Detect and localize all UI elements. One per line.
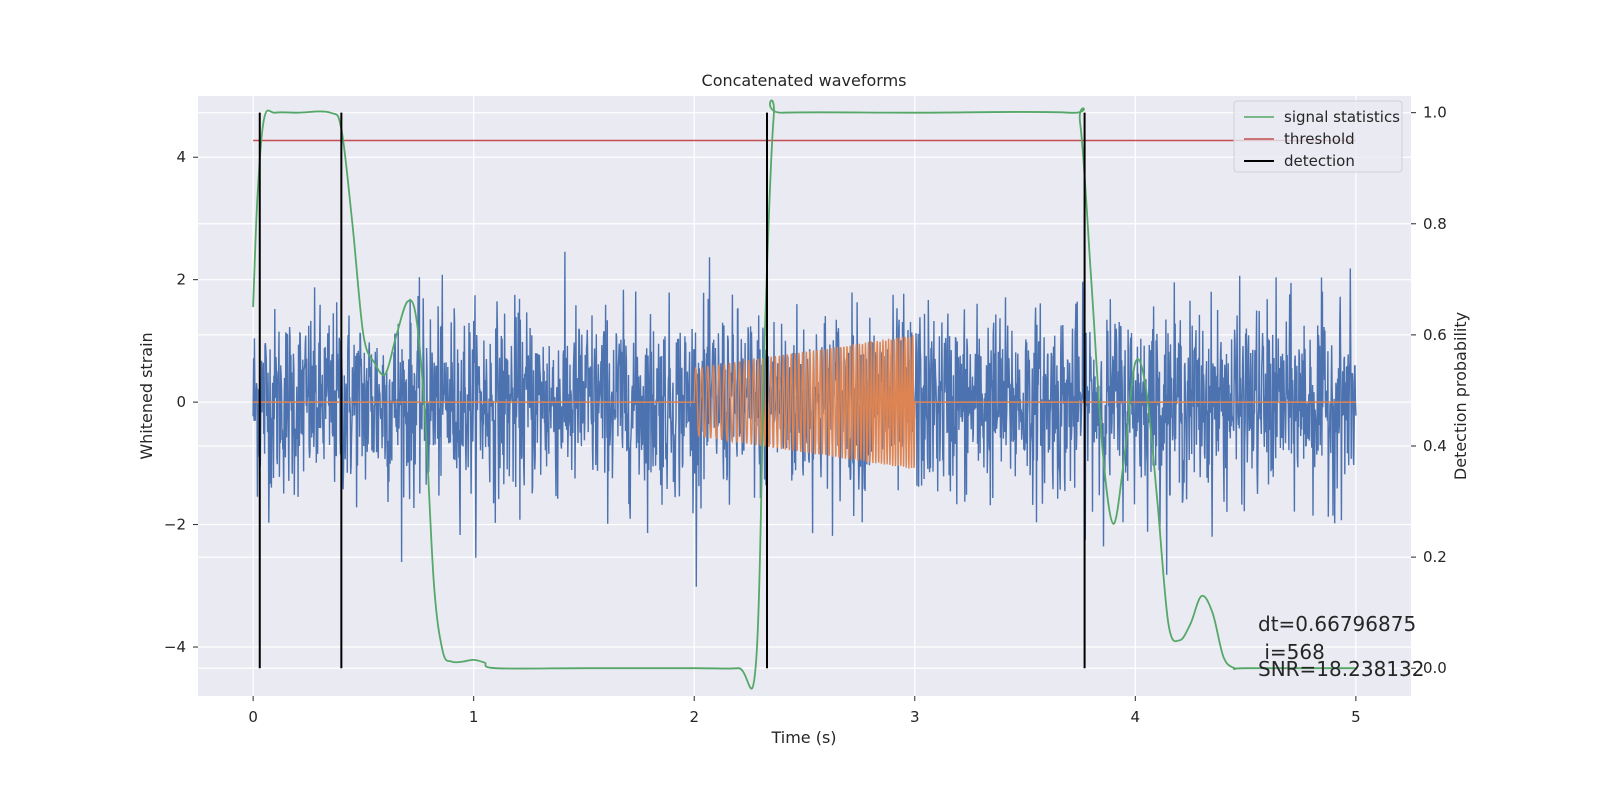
strain-line xyxy=(252,251,1357,587)
signal-statistics-line xyxy=(252,99,1356,690)
y-axis-title: Whitened strain xyxy=(137,332,156,459)
x-axis-title: Time (s) xyxy=(770,728,836,747)
annotation-dt: dt=0.66796875 xyxy=(1258,612,1416,636)
y-tick-label: −4 xyxy=(164,638,186,656)
y2-tick-label: 0.2 xyxy=(1423,548,1447,566)
x-tick-label: 2 xyxy=(689,708,699,726)
y-tick-label: 0 xyxy=(176,393,186,411)
y2-tick-label: 1.0 xyxy=(1423,104,1447,122)
detection-series xyxy=(258,112,1086,669)
x-axis: 0 1 2 3 4 5 xyxy=(248,696,1361,726)
template-series xyxy=(253,335,1356,469)
strain-series xyxy=(252,251,1357,587)
y-tick-label: 4 xyxy=(176,148,186,166)
annotation-snr: SNR=18.238132 xyxy=(1258,657,1424,681)
y2-tick-label: 0.6 xyxy=(1423,326,1447,344)
x-tick-label: 0 xyxy=(248,708,258,726)
y2-tick-label: 0.4 xyxy=(1423,437,1447,455)
y-tick-label: 2 xyxy=(176,271,186,289)
legend-label-signal-statistics: signal statistics xyxy=(1284,108,1400,126)
grid xyxy=(198,96,1411,696)
legend-label-threshold: threshold xyxy=(1284,130,1355,148)
y2-axis-title: Detection probability xyxy=(1451,312,1470,480)
legend: signal statistics threshold detection xyxy=(1233,100,1403,173)
x-tick-label: 4 xyxy=(1131,708,1141,726)
x-tick-label: 5 xyxy=(1351,708,1361,726)
chart-title: Concatenated waveforms xyxy=(702,71,907,90)
y-tick-label: −2 xyxy=(164,516,186,534)
template-line xyxy=(253,335,1356,469)
signal-statistics-series xyxy=(252,99,1356,690)
legend-box xyxy=(1233,100,1403,173)
y-axis-right: 0.0 0.2 0.4 0.6 0.8 1.0 xyxy=(1411,104,1447,677)
y2-tick-label: 0.8 xyxy=(1423,215,1447,233)
x-tick-label: 1 xyxy=(469,708,479,726)
y2-tick-label: 0.0 xyxy=(1423,659,1447,677)
y-axis-left: −4 −2 0 2 4 xyxy=(164,148,198,656)
x-tick-label: 3 xyxy=(910,708,920,726)
legend-label-detection: detection xyxy=(1284,152,1355,170)
annotation-i: i=568 xyxy=(1258,640,1325,664)
